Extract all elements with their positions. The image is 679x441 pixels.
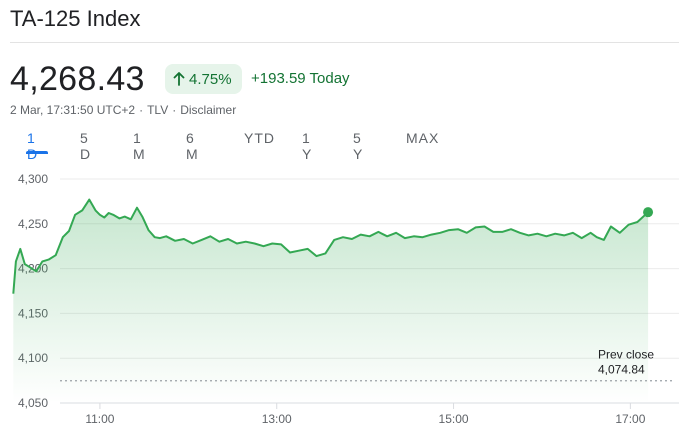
arrow-up-icon [173, 72, 185, 86]
timestamp: 2 Mar, 17:31:50 UTC+2 [10, 103, 136, 117]
current-price: 4,268.43 [10, 60, 145, 98]
y-tick-label: 4,250 [18, 217, 48, 231]
quote-meta: 2 Mar, 17:31:50 UTC+2 · TLV · Disclaimer [10, 103, 236, 117]
exchange: TLV [147, 103, 169, 117]
x-axis: 11:00 13:00 15:00 17:00 [85, 403, 646, 426]
tab-5y[interactable]: 5 Y [353, 130, 364, 162]
change-percent-badge: 4.75% [165, 64, 242, 94]
change-today: +193.59 Today [251, 70, 350, 87]
prev-close-value: 4,074.84 [598, 363, 645, 377]
x-tick-label: 11:00 [85, 412, 114, 426]
price-line [12, 198, 649, 294]
active-tab-indicator [26, 151, 48, 154]
prev-close-label: Prev close [598, 348, 654, 362]
header-divider [10, 42, 679, 43]
tab-6m[interactable]: 6 M [186, 130, 199, 162]
separator-dot: · [172, 103, 177, 117]
tab-5d[interactable]: 5 D [80, 130, 92, 162]
x-tick-label: 13:00 [262, 412, 292, 426]
x-tick-label: 15:00 [439, 412, 469, 426]
tab-max[interactable]: MAX [406, 130, 440, 146]
tab-1y[interactable]: 1 Y [302, 130, 313, 162]
separator-dot: · [139, 103, 144, 117]
tab-ytd[interactable]: YTD [244, 130, 275, 146]
price-area-fill [13, 199, 649, 403]
tab-1m[interactable]: 1 M [133, 130, 146, 162]
last-price-dot [643, 207, 654, 218]
page-title: TA-125 Index [10, 6, 141, 31]
tab-1d[interactable]: 1 D [27, 130, 39, 162]
change-percent: 4.75% [189, 70, 232, 88]
y-tick-label: 4,300 [18, 172, 48, 186]
x-tick-label: 17:00 [615, 412, 645, 426]
disclaimer-link[interactable]: Disclaimer [180, 103, 237, 117]
